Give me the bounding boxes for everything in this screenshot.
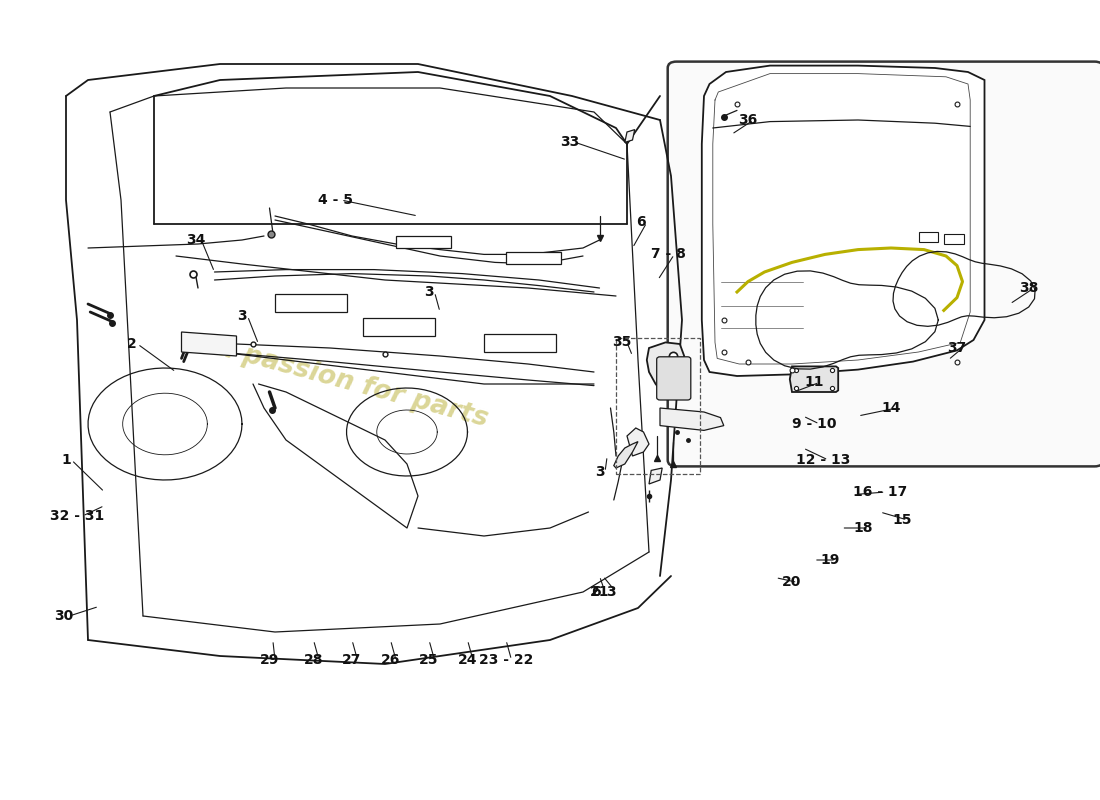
Text: 3: 3 [238, 309, 246, 323]
Text: 37: 37 [947, 341, 967, 355]
Text: 19: 19 [821, 553, 840, 567]
Polygon shape [790, 366, 838, 392]
Text: 33: 33 [560, 135, 580, 150]
Text: 18: 18 [854, 521, 873, 535]
Bar [396, 236, 451, 248]
Text: 9 - 10: 9 - 10 [792, 417, 836, 431]
Text: 7 - 8: 7 - 8 [651, 247, 686, 262]
Polygon shape [614, 442, 638, 468]
Text: 3: 3 [425, 285, 433, 299]
Text: 3: 3 [606, 585, 615, 599]
Text: 24: 24 [458, 653, 477, 667]
Text: 30: 30 [54, 609, 74, 623]
Text: 38: 38 [1019, 281, 1038, 295]
Text: 23 - 22: 23 - 22 [478, 653, 534, 667]
Polygon shape [627, 428, 649, 456]
Text: a passion for parts: a passion for parts [213, 335, 491, 433]
Polygon shape [647, 342, 684, 394]
Text: 21: 21 [590, 585, 609, 599]
Text: 32 - 31: 32 - 31 [50, 509, 104, 523]
Text: 20: 20 [782, 575, 802, 590]
Text: 4 - 5: 4 - 5 [318, 193, 353, 207]
Text: 29: 29 [260, 653, 279, 667]
Bar [275, 294, 346, 312]
Polygon shape [625, 130, 635, 142]
FancyBboxPatch shape [668, 62, 1100, 466]
Text: 6: 6 [592, 585, 601, 599]
Text: 16 - 17: 16 - 17 [852, 485, 907, 499]
Bar [484, 334, 556, 352]
Text: 36: 36 [738, 113, 758, 127]
Bar [363, 318, 434, 336]
Text: 11: 11 [804, 375, 824, 390]
Text: 34: 34 [186, 233, 206, 247]
Polygon shape [702, 66, 984, 376]
Text: 6: 6 [637, 215, 646, 230]
Text: 12 - 13: 12 - 13 [795, 453, 850, 467]
Polygon shape [660, 408, 724, 430]
Text: 27: 27 [342, 653, 362, 667]
Text: 35: 35 [612, 335, 631, 350]
Text: 14: 14 [881, 401, 901, 415]
Polygon shape [182, 332, 236, 356]
Bar [944, 234, 964, 244]
Text: 25: 25 [419, 653, 439, 667]
Text: 2: 2 [128, 337, 136, 351]
Text: 28: 28 [304, 653, 323, 667]
Text: 15: 15 [892, 513, 912, 527]
Text: 26: 26 [381, 653, 400, 667]
Polygon shape [649, 468, 662, 484]
Bar [918, 232, 938, 242]
Text: 1: 1 [62, 453, 70, 467]
Text: etcars: etcars [772, 75, 1032, 245]
FancyBboxPatch shape [657, 357, 691, 400]
Bar [506, 252, 561, 264]
Text: 3: 3 [595, 465, 604, 479]
